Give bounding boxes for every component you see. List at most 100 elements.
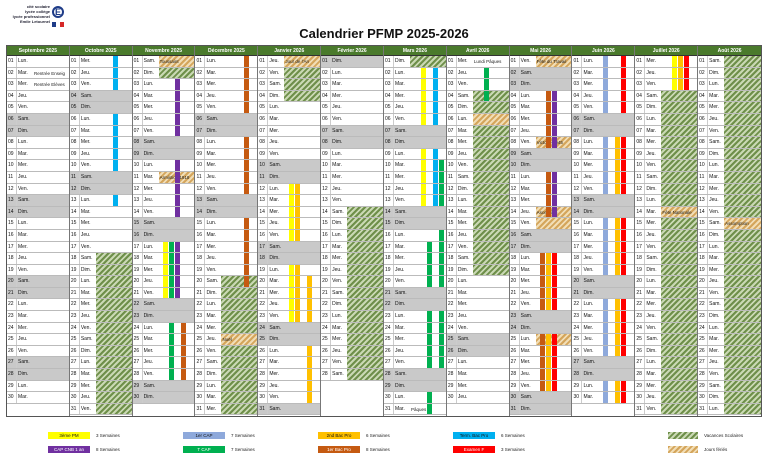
day-number: 27 — [321, 357, 332, 369]
day-row: 22 Sam. — [698, 299, 761, 312]
day-row: 13 Sam. — [572, 195, 635, 207]
day-event-cell — [221, 276, 258, 287]
day-event-cell — [221, 90, 257, 102]
day-name: Mer. — [269, 289, 280, 296]
day-name: Lun. — [457, 359, 468, 366]
day-number: 01 — [510, 56, 520, 67]
day-number: 26 — [258, 345, 269, 357]
day-number: 16 — [447, 229, 457, 241]
legend-swatch: Term. Bac Pro — [453, 432, 495, 439]
day-number: 27 — [698, 357, 709, 369]
day-name: Mer. — [457, 220, 468, 227]
day-event-cell — [410, 299, 446, 310]
day-row: 20 Jeu. — [132, 276, 195, 288]
day-number: 26 — [635, 345, 646, 357]
day-number: 25 — [258, 334, 269, 345]
day-number: 07 — [258, 125, 269, 137]
day-row: 29 Sam. — [698, 380, 761, 393]
day-number: 03 — [510, 79, 520, 90]
day-row: 21 Mar. — [69, 287, 132, 300]
day-number: 23 — [321, 311, 332, 322]
day-number: 09 — [258, 148, 269, 160]
day-row: 03 Mar. — [383, 79, 446, 91]
day-name: Mar. — [709, 255, 719, 262]
legend-weeks: 3 Semaines — [96, 433, 120, 438]
day-number: 03 — [635, 79, 646, 90]
day-event-cell — [410, 171, 446, 183]
day-number: 03 — [572, 79, 583, 90]
day-row: 18 Sam. — [69, 253, 132, 265]
day-row: 17 Ven. — [635, 241, 698, 254]
day-row: 30 Dim. — [698, 392, 761, 404]
day-name: Lun. — [394, 394, 405, 401]
day-event-cell — [661, 102, 698, 113]
day-name: Mer. — [332, 92, 342, 99]
day-event-cell — [724, 299, 761, 311]
day-number: 17 — [447, 241, 457, 253]
day-row: 10 Lun. — [698, 160, 761, 172]
day-name: Jeu. — [709, 359, 719, 366]
day-name: Dim. — [206, 289, 217, 296]
day-event-cell — [96, 56, 132, 67]
day-number: 19 — [384, 264, 394, 276]
day-event-cell — [536, 149, 572, 160]
day-event-cell — [96, 160, 132, 171]
pfmp-period-bar — [603, 322, 609, 334]
day-name: Jeu. — [18, 336, 28, 343]
day-row: 07 Dim. — [572, 125, 635, 138]
day-row: 01 Ven. Fête du Travail — [509, 56, 572, 68]
day-event-cell — [347, 299, 383, 311]
month-column: Juillet 2026 01 Mer. 02 Jeu. 03 Ven. 04 Sam. 05 Di… — [635, 46, 699, 416]
day-event-cell — [535, 218, 572, 229]
pfmp-period-bar — [244, 90, 250, 102]
day-event-cell — [284, 218, 320, 229]
day-number: 08 — [195, 137, 206, 148]
day-name: Jeu. — [269, 220, 279, 227]
day-name: Ven. — [206, 347, 217, 354]
day-event-cell — [472, 206, 509, 218]
pfmp-period-bar — [295, 206, 301, 218]
day-row: 26 Lun. — [258, 345, 321, 358]
day-row: 09 Ven. — [258, 148, 321, 161]
day-event-cell — [221, 114, 257, 125]
day-number: 28 — [321, 369, 332, 380]
day-name: Lun. — [80, 115, 91, 122]
day-row: 30 Jeu. — [635, 392, 698, 404]
day-number: 21 — [384, 287, 394, 299]
pfmp-period-bar — [420, 148, 426, 160]
day-name: Lun. — [269, 347, 280, 354]
day-number: 08 — [510, 137, 520, 148]
day-event-cell — [221, 403, 258, 415]
day-event-cell — [724, 160, 761, 171]
pfmp-period-bar — [295, 276, 301, 287]
day-number: 08 — [7, 137, 17, 148]
day-name: Dim. — [143, 394, 154, 401]
logo-line-3: lycée professionnel Emile Letournel — [12, 14, 50, 24]
day-event-cell — [159, 287, 195, 299]
day-name: Jeu. — [646, 231, 656, 238]
day-row: 07 Dim. — [7, 125, 69, 138]
day-event-cell — [473, 369, 509, 380]
day-event-cell — [536, 125, 572, 137]
day-event-cell — [598, 322, 634, 334]
day-number: 22 — [510, 299, 520, 311]
day-event-cell — [535, 334, 572, 345]
day-event-cell — [284, 253, 320, 264]
day-name: Dim. — [332, 301, 343, 308]
day-event-cell — [96, 195, 132, 206]
day-name: Jeu. — [143, 197, 154, 204]
day-event-cell — [598, 102, 634, 113]
pfmp-period-bar — [438, 264, 444, 276]
day-number: 16 — [635, 229, 646, 241]
pfmp-period-bar — [307, 357, 313, 369]
day-number: 21 — [698, 287, 709, 299]
pfmp-period-bar — [552, 183, 558, 195]
day-name: Mar. — [80, 127, 91, 134]
day-name: Jeu. — [18, 92, 28, 99]
day-event-cell — [284, 90, 321, 102]
pfmp-period-bar — [621, 160, 627, 171]
day-event-cell — [661, 90, 698, 102]
day-number: 28 — [447, 369, 457, 380]
pfmp-period-bar — [603, 56, 609, 67]
